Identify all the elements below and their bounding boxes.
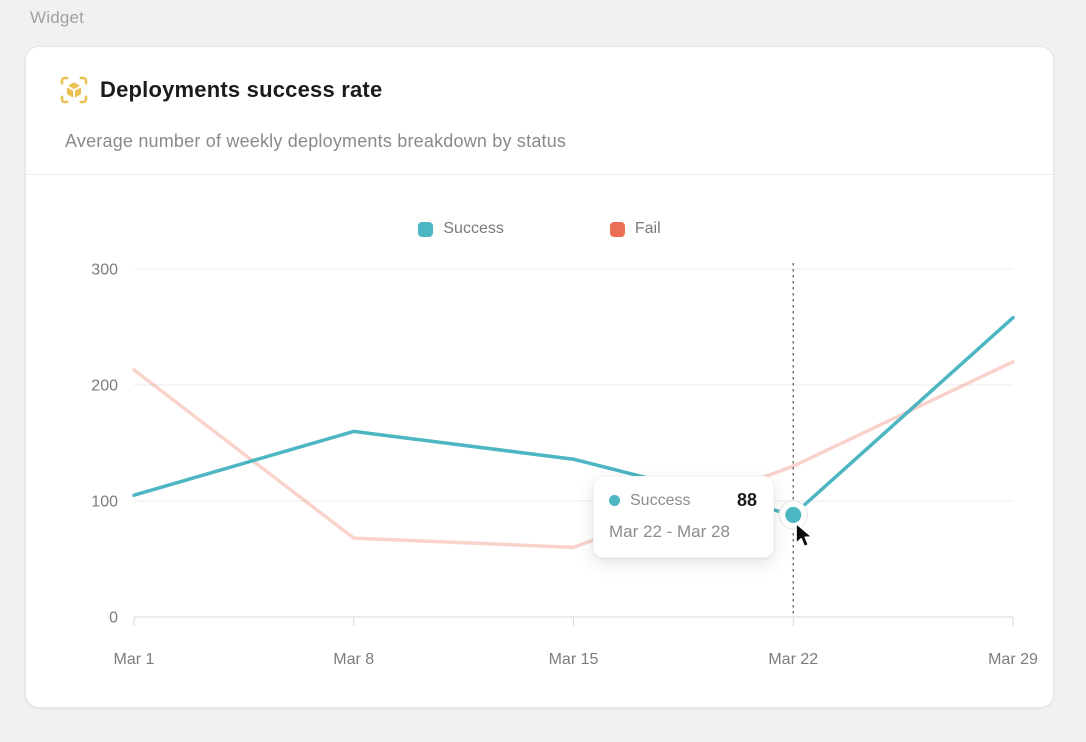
tooltip-date-range: Mar 22 - Mar 28 (609, 522, 730, 541)
x-axis-tick-label: Mar 8 (333, 651, 374, 668)
x-axis-tick-label: Mar 15 (549, 651, 599, 668)
series-line-fail[interactable] (132, 360, 1015, 550)
chart-legend: Success Fail (26, 220, 1053, 238)
tooltip-series-name: Success (630, 491, 691, 509)
series-line-success[interactable] (132, 315, 1015, 517)
legend-label: Fail (634, 220, 661, 237)
legend-item-fail[interactable]: Fail (609, 220, 661, 238)
deployments-line-chart[interactable]: 0 100 200 300 Mar 1 Mar 8 Mar 15 Mar 22 Mar 29 (26, 47, 1055, 709)
tooltip-series-value: 88 (736, 490, 757, 510)
y-axis-tick-label: 200 (91, 378, 118, 395)
success-swatch-icon (418, 221, 434, 237)
x-axis-tick-label: Mar 22 (768, 651, 818, 668)
chart-tooltip: Success 88 Mar 22 - Mar 28 (593, 476, 774, 558)
legend-item-success[interactable]: Success (418, 220, 504, 238)
active-data-point[interactable] (785, 506, 802, 523)
widget-label: Widget (30, 8, 85, 27)
widget-card: Deployments success rate Average number … (25, 46, 1054, 708)
x-axis-tick-label: Mar 1 (114, 651, 155, 668)
legend-label: Success (443, 220, 504, 237)
tooltip-series-row: Success 88 (609, 490, 757, 511)
tooltip-series-dot-icon (609, 495, 620, 506)
x-axis-tick-label: Mar 29 (988, 651, 1038, 668)
y-axis-tick-label: 0 (109, 610, 118, 627)
deployment-cube-icon (59, 75, 89, 105)
mouse-cursor-icon (794, 522, 820, 552)
header-divider (26, 174, 1053, 175)
card-subtitle: Average number of weekly deployments bre… (65, 131, 567, 151)
card-title: Deployments success rate (100, 77, 383, 102)
y-axis-tick-label: 300 (91, 262, 118, 279)
fail-swatch-icon (609, 221, 625, 237)
y-axis-tick-label: 100 (91, 494, 118, 511)
